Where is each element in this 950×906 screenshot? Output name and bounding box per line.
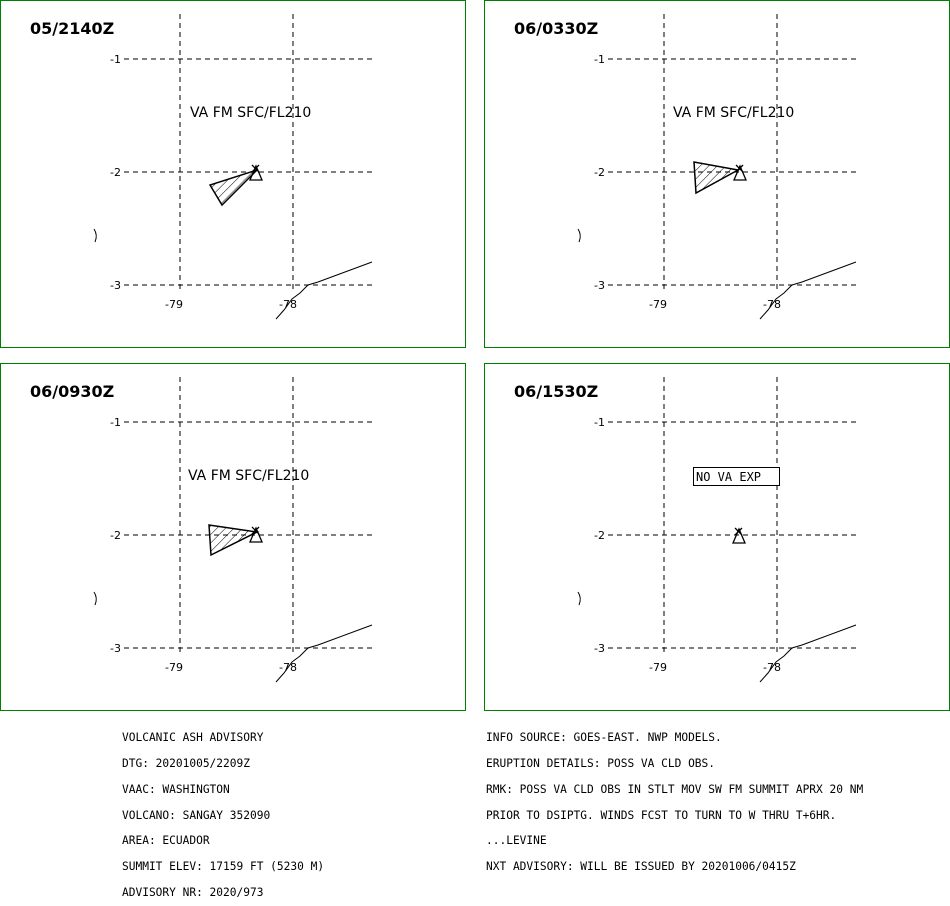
advisory-line: AREA: ECUADOR (122, 834, 210, 848)
advisory-line: ...LEVINE (486, 834, 547, 848)
latitude-tick-label: -2 (110, 166, 121, 179)
latitude-tick-label: -1 (110, 416, 121, 429)
latitude-tick-label: -3 (110, 279, 121, 292)
latitude-tick-label: -1 (594, 53, 605, 66)
coastline-island (577, 591, 581, 606)
ash-cloud-polygon (693, 161, 741, 195)
longitude-tick-label: -79 (165, 661, 183, 674)
longitude-tick-label: -79 (649, 661, 667, 674)
advisory-text-right: INFO SOURCE: GOES-EAST. NWP MODELS. ERUP… (486, 717, 863, 880)
advisory-line: DTG: 20201005/2209Z (122, 756, 250, 770)
coastline (275, 261, 373, 320)
latitude-tick-label: -1 (594, 416, 605, 429)
ash-height-label: VA FM SFC/FL210 (188, 468, 309, 484)
latitude-tick-label: -2 (594, 529, 605, 542)
advisory-line: VAAC: WASHINGTON (122, 782, 230, 796)
advisory-line: RMK: POSS VA CLD OBS IN STLT MOV SW FM S… (486, 782, 864, 796)
no-va-box (693, 467, 780, 486)
volcano-triangle-icon (249, 526, 263, 543)
latitude-tick-label: -1 (110, 53, 121, 66)
advisory-line: NXT ADVISORY: WILL BE ISSUED BY 20201006… (486, 860, 796, 874)
latitude-tick-label: -3 (594, 279, 605, 292)
ash-cloud-polygon (208, 169, 258, 207)
advisory-line: PRIOR TO DSIPTG. WINDS FCST TO TURN TO W… (486, 808, 837, 822)
no-va-text: NO VA EXP (696, 470, 761, 484)
latitude-tick-label: -2 (594, 166, 605, 179)
panel-time: 06/0930Z (30, 382, 114, 401)
volcano-summit-icon (734, 527, 743, 536)
ash-cloud-polygon (208, 524, 260, 557)
advisory-line: ADVISORY NR: 2020/973 (122, 885, 264, 899)
latitude-tick-label: -3 (594, 642, 605, 655)
advisory-line: VOLCANIC ASH ADVISORY (122, 731, 264, 745)
coastline (759, 261, 857, 320)
advisory-line: SUMMIT ELEV: 17159 FT (5230 M) (122, 860, 325, 874)
panel-time: 05/2140Z (30, 19, 114, 38)
coastline (759, 624, 857, 683)
panel-frame (0, 0, 466, 348)
latitude-tick-label: -2 (110, 529, 121, 542)
latitude-tick-label: -3 (110, 642, 121, 655)
coastline (275, 624, 373, 683)
longitude-tick-label: -79 (649, 298, 667, 311)
coastline-island (577, 228, 581, 243)
panel-time: 06/0330Z (514, 19, 598, 38)
advisory-line: INFO SOURCE: GOES-EAST. NWP MODELS. (486, 731, 722, 745)
advisory-line: VOLCANO: SANGAY 352090 (122, 808, 271, 822)
volcano-triangle-icon (733, 164, 747, 181)
coastline-island (93, 228, 97, 243)
advisory-line: ERUPTION DETAILS: POSS VA CLD OBS. (486, 756, 716, 770)
coastline-island (93, 591, 97, 606)
longitude-tick-label: -79 (165, 298, 183, 311)
ash-height-label: VA FM SFC/FL210 (673, 105, 794, 121)
ash-height-label: VA FM SFC/FL210 (190, 105, 311, 121)
panel-frame (484, 363, 950, 711)
panel-time: 06/1530Z (514, 382, 598, 401)
volcano-triangle-icon (732, 527, 746, 544)
